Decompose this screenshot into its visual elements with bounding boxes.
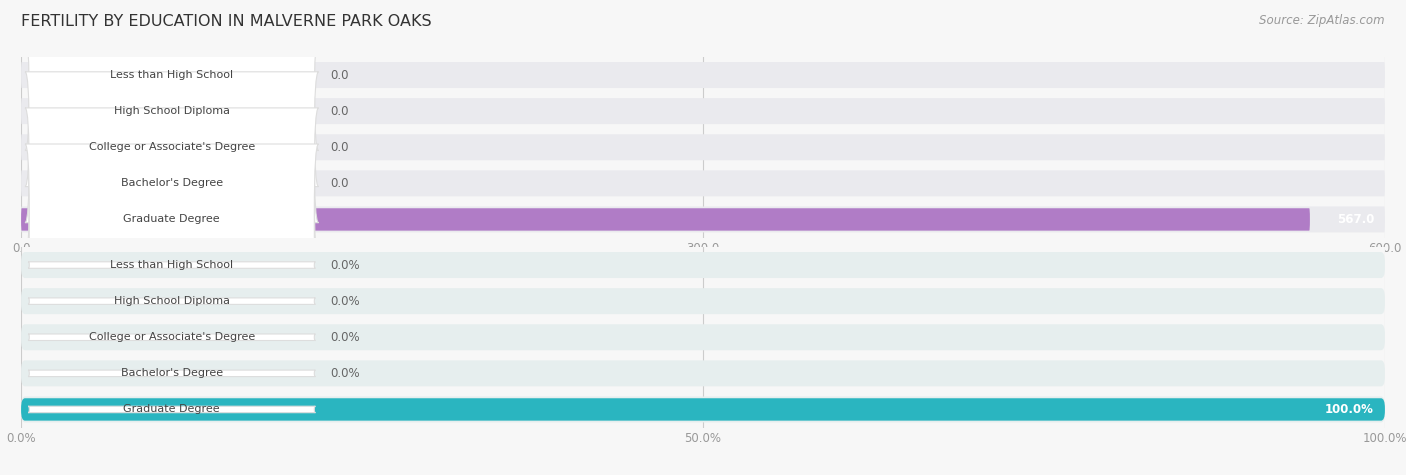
FancyBboxPatch shape [25, 144, 319, 295]
Text: 0.0%: 0.0% [330, 258, 360, 272]
Text: FERTILITY BY EDUCATION IN MALVERNE PARK OAKS: FERTILITY BY EDUCATION IN MALVERNE PARK … [21, 14, 432, 29]
FancyBboxPatch shape [21, 398, 1385, 421]
Text: High School Diploma: High School Diploma [114, 296, 229, 306]
Text: Less than High School: Less than High School [110, 260, 233, 270]
Text: 0.0%: 0.0% [330, 331, 360, 344]
FancyBboxPatch shape [21, 98, 1385, 124]
Text: 567.0: 567.0 [1337, 213, 1374, 226]
Text: 0.0: 0.0 [330, 68, 349, 82]
Text: Bachelor's Degree: Bachelor's Degree [121, 368, 224, 379]
Text: Graduate Degree: Graduate Degree [124, 404, 221, 415]
FancyBboxPatch shape [25, 108, 319, 259]
Text: 0.0: 0.0 [330, 141, 349, 154]
FancyBboxPatch shape [21, 62, 1385, 88]
Text: College or Associate's Degree: College or Associate's Degree [89, 142, 254, 152]
FancyBboxPatch shape [28, 262, 315, 268]
Text: 0.0: 0.0 [330, 177, 349, 190]
FancyBboxPatch shape [25, 72, 319, 223]
FancyBboxPatch shape [21, 134, 1385, 160]
Text: 0.0%: 0.0% [330, 367, 360, 380]
FancyBboxPatch shape [21, 288, 1385, 314]
Text: 0.0: 0.0 [330, 104, 349, 118]
FancyBboxPatch shape [25, 0, 319, 151]
Text: High School Diploma: High School Diploma [114, 106, 229, 116]
FancyBboxPatch shape [21, 207, 1385, 232]
Text: College or Associate's Degree: College or Associate's Degree [89, 332, 254, 342]
Text: 100.0%: 100.0% [1324, 403, 1374, 416]
Text: Source: ZipAtlas.com: Source: ZipAtlas.com [1260, 14, 1385, 27]
FancyBboxPatch shape [21, 171, 1385, 196]
FancyBboxPatch shape [21, 324, 1385, 350]
FancyBboxPatch shape [28, 406, 315, 413]
Text: Less than High School: Less than High School [110, 70, 233, 80]
FancyBboxPatch shape [21, 208, 1310, 231]
FancyBboxPatch shape [28, 298, 315, 304]
Text: Bachelor's Degree: Bachelor's Degree [121, 178, 224, 189]
FancyBboxPatch shape [21, 252, 1385, 278]
Text: Graduate Degree: Graduate Degree [124, 214, 221, 225]
FancyBboxPatch shape [21, 361, 1385, 386]
FancyBboxPatch shape [28, 334, 315, 341]
Text: 0.0%: 0.0% [330, 294, 360, 308]
FancyBboxPatch shape [21, 397, 1385, 422]
FancyBboxPatch shape [28, 370, 315, 377]
FancyBboxPatch shape [25, 36, 319, 187]
